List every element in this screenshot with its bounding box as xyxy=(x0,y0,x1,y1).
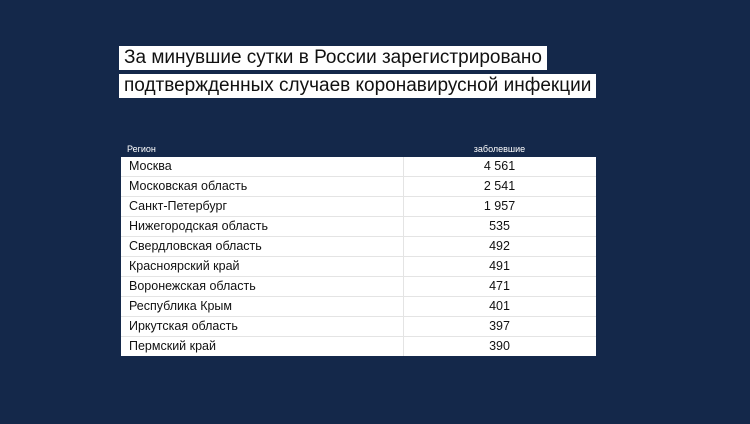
cases-cell: 471 xyxy=(489,279,510,293)
cases-cell: 401 xyxy=(489,299,510,313)
column-divider xyxy=(403,177,404,196)
region-cell: Нижегородская область xyxy=(129,219,268,233)
column-divider xyxy=(403,257,404,276)
column-divider xyxy=(403,217,404,236)
title-line-1: За минувшие сутки в России зарегистриров… xyxy=(119,46,547,70)
cases-cell: 535 xyxy=(489,219,510,233)
region-cell: Пермский край xyxy=(129,339,216,353)
table-row: Республика Крым 401 xyxy=(121,297,596,317)
column-divider xyxy=(403,337,404,356)
cases-cell: 2 541 xyxy=(483,179,516,193)
table-row: Воронежская область 471 xyxy=(121,277,596,297)
cases-cell: 1 957 xyxy=(483,199,516,213)
column-divider xyxy=(403,157,404,176)
cases-cell: 4 561 xyxy=(483,159,516,173)
column-header-cases: заболевшие xyxy=(473,144,526,154)
region-cell: Красноярский край xyxy=(129,259,240,273)
table-row: Иркутская область 397 xyxy=(121,317,596,337)
column-header-region: Регион xyxy=(127,144,156,154)
data-table: Регион заболевшие Москва 4 561 Московская … xyxy=(121,142,596,356)
table-row: Пермский край 390 xyxy=(121,337,596,356)
column-divider xyxy=(403,237,404,256)
table-row: Нижегородская область 535 xyxy=(121,217,596,237)
cases-cell: 390 xyxy=(489,339,510,353)
chart-title: За минувшие сутки в России зарегистриров… xyxy=(119,46,597,102)
table-body: Москва 4 561 Московская область 2 541 Санкт-… xyxy=(121,157,596,356)
region-cell: Воронежская область xyxy=(129,279,256,293)
column-divider xyxy=(403,317,404,336)
cases-cell: 492 xyxy=(489,239,510,253)
table-row: Санкт-Петербург 1 957 xyxy=(121,197,596,217)
column-divider xyxy=(403,297,404,316)
column-divider xyxy=(403,277,404,296)
cases-cell: 397 xyxy=(489,319,510,333)
column-divider xyxy=(403,197,404,216)
cases-cell: 491 xyxy=(489,259,510,273)
region-cell: Москва xyxy=(129,159,172,173)
title-line-2: подтвержденных случаев коронавирусной ин… xyxy=(119,74,597,98)
table-row: Красноярский край 491 xyxy=(121,257,596,277)
table-row: Москва 4 561 xyxy=(121,157,596,177)
table-row: Московская область 2 541 xyxy=(121,177,596,197)
region-cell: Иркутская область xyxy=(129,319,238,333)
table-row: Свердловская область 492 xyxy=(121,237,596,257)
region-cell: Московская область xyxy=(129,179,248,193)
region-cell: Свердловская область xyxy=(129,239,262,253)
region-cell: Санкт-Петербург xyxy=(129,199,228,213)
region-cell: Республика Крым xyxy=(129,299,233,313)
table-header: Регион заболевшие xyxy=(121,142,596,156)
